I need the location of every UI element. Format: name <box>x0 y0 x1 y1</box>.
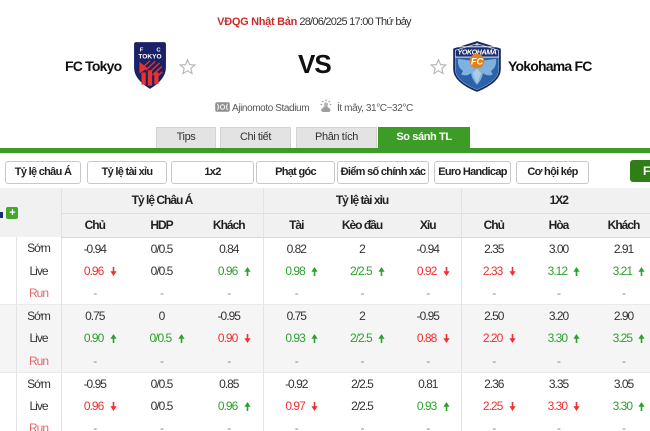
svg-text:C: C <box>156 48 161 54</box>
svg-text:FC: FC <box>471 57 484 67</box>
svg-text:TOKYO: TOKYO <box>138 54 161 61</box>
svg-text:F: F <box>140 48 144 54</box>
svg-text:YOKOHAMA: YOKOHAMA <box>458 49 497 57</box>
